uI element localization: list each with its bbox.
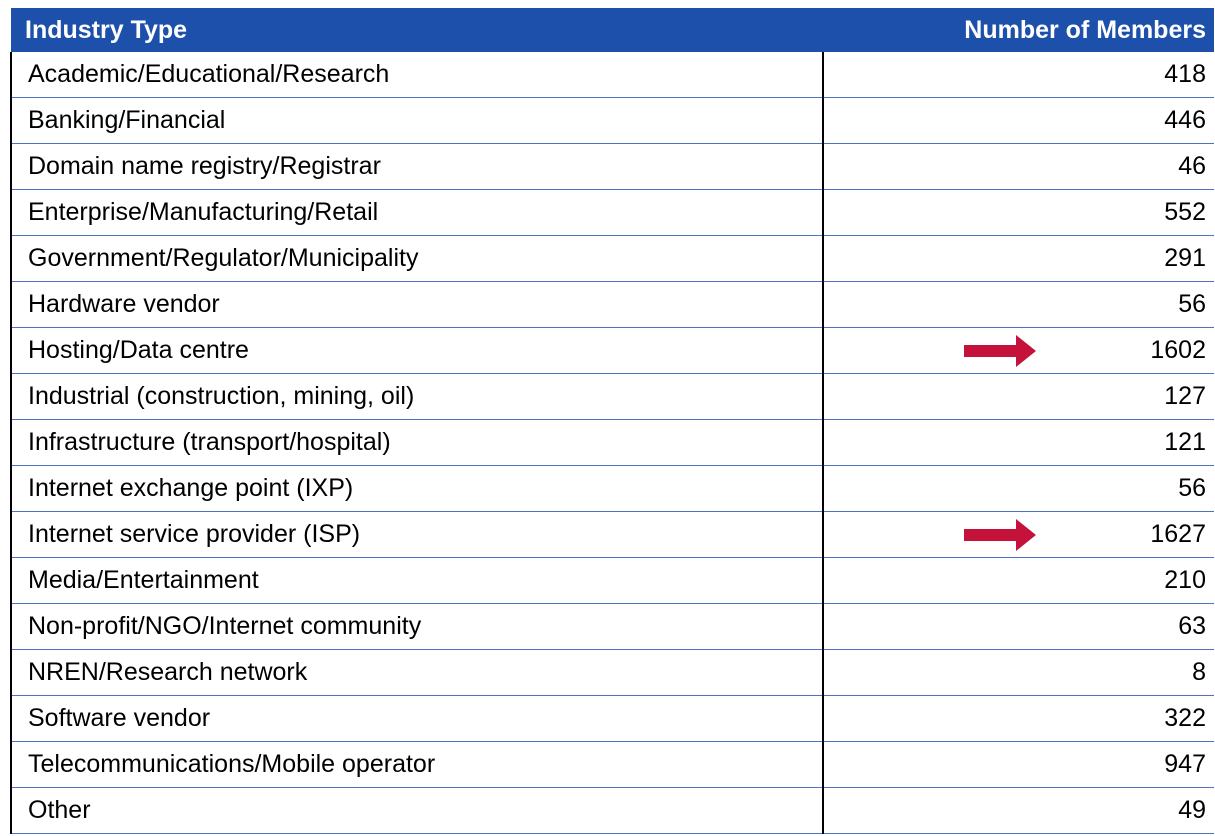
- arrow-shape: [964, 518, 1036, 551]
- industry-cell: Media/Entertainment: [10, 557, 824, 604]
- table-container: Industry Type Number of Members Academic…: [10, 8, 1214, 834]
- industry-cell: Telecommunications/Mobile operator: [10, 741, 824, 788]
- members-cell: 1602: [823, 327, 1214, 374]
- members-cell: 127: [823, 373, 1214, 420]
- table-row: Telecommunications/Mobile operator 947: [10, 741, 1214, 788]
- industry-cell: NREN/Research network: [10, 649, 824, 696]
- industry-cell: Internet exchange point (IXP): [10, 465, 824, 512]
- members-cell: 46: [823, 143, 1214, 190]
- table-row: Hosting/Data centre 1602: [10, 327, 1214, 374]
- table-row: Government/Regulator/Municipality 291: [10, 235, 1214, 282]
- table-row: Hardware vendor 56: [10, 281, 1214, 328]
- industry-cell: Infrastructure (transport/hospital): [10, 419, 824, 466]
- members-table: Industry Type Number of Members Academic…: [10, 8, 1214, 834]
- table-row: Enterprise/Manufacturing/Retail 552: [10, 189, 1214, 236]
- members-cell: 63: [823, 603, 1214, 650]
- industry-cell: Government/Regulator/Municipality: [10, 235, 824, 282]
- table-row: Academic/Educational/Research 418: [10, 52, 1214, 98]
- table-row: NREN/Research network 8: [10, 649, 1214, 696]
- members-cell: 121: [823, 419, 1214, 466]
- table-row: Non-profit/NGO/Internet community 63: [10, 603, 1214, 650]
- members-cell: 8: [823, 649, 1214, 696]
- industry-cell: Other: [10, 787, 824, 834]
- table-row: Other 49: [10, 787, 1214, 834]
- table-body: Academic/Educational/Research 418 Banking/…: [10, 52, 1214, 834]
- members-cell: 322: [823, 695, 1214, 742]
- table-row: Internet service provider (ISP) 1627: [10, 511, 1214, 558]
- industry-cell: Hardware vendor: [10, 281, 824, 328]
- members-cell: 552: [823, 189, 1214, 236]
- table-row: Banking/Financial 446: [10, 97, 1214, 144]
- members-cell: 947: [823, 741, 1214, 788]
- table-row: Domain name registry/Registrar 46: [10, 143, 1214, 190]
- industry-cell: Industrial (construction, mining, oil): [10, 373, 824, 420]
- industry-cell: Academic/Educational/Research: [10, 52, 824, 98]
- members-cell: 291: [823, 235, 1214, 282]
- header-cell: Industry Type: [11, 8, 823, 52]
- industry-cell: Internet service provider (ISP): [10, 511, 824, 558]
- members-cell: 56: [823, 465, 1214, 512]
- industry-cell: Banking/Financial: [10, 97, 824, 144]
- header-cell: Number of Members: [823, 8, 1214, 52]
- highlight-arrow: [964, 518, 1036, 551]
- members-cell: 56: [823, 281, 1214, 328]
- members-cell: 49: [823, 787, 1214, 834]
- table-row: Media/Entertainment 210: [10, 557, 1214, 604]
- arrow-shape: [964, 334, 1036, 367]
- table-row: Industrial (construction, mining, oil) 12…: [10, 373, 1214, 420]
- industry-cell: Software vendor: [10, 695, 824, 742]
- industry-cell: Non-profit/NGO/Internet community: [10, 603, 824, 650]
- industry-cell: Domain name registry/Registrar: [10, 143, 824, 190]
- members-cell: 1627: [823, 511, 1214, 558]
- highlight-arrow: [964, 334, 1036, 367]
- members-cell: 418: [823, 52, 1214, 98]
- members-cell: 446: [823, 97, 1214, 144]
- members-cell: 210: [823, 557, 1214, 604]
- industry-cell: Enterprise/Manufacturing/Retail: [10, 189, 824, 236]
- table-row: Internet exchange point (IXP) 56: [10, 465, 1214, 512]
- header-row: Industry Type Number of Members: [11, 8, 1214, 52]
- table-row: Software vendor 322: [10, 695, 1214, 742]
- table-row: Infrastructure (transport/hospital) 121: [10, 419, 1214, 466]
- industry-cell: Hosting/Data centre: [10, 327, 824, 374]
